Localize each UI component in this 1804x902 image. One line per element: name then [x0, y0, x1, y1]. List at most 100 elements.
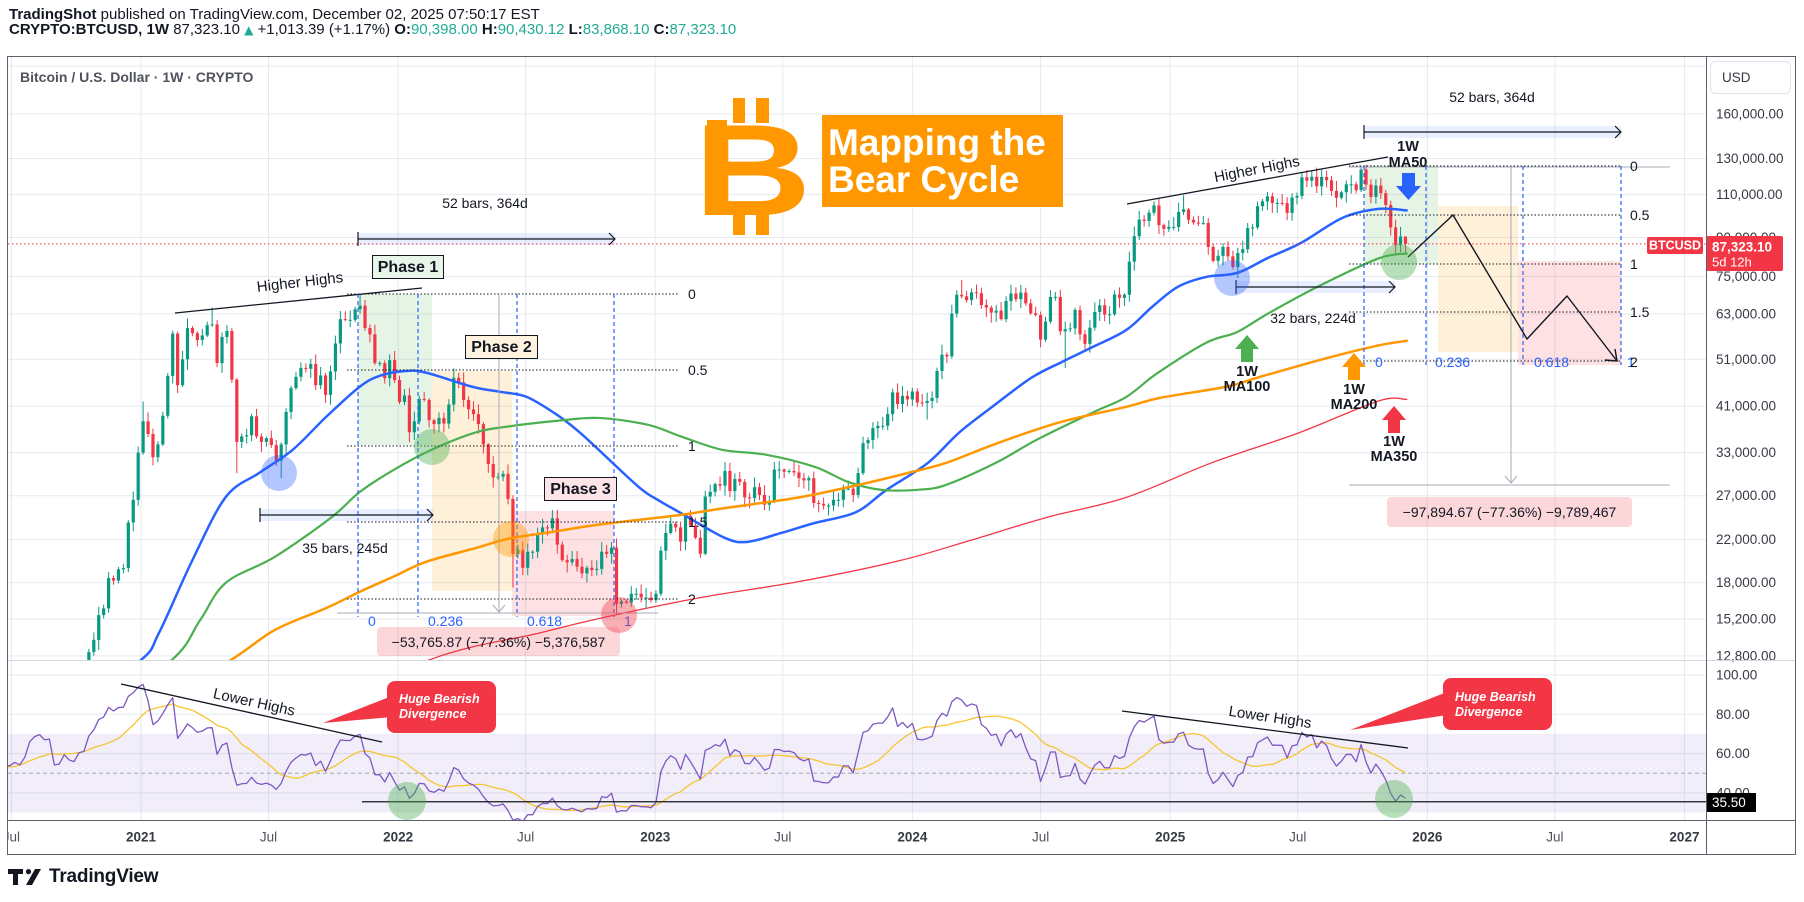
rsi-axis-label: 80.00 [1716, 707, 1750, 722]
grid-lines [8, 57, 1706, 820]
candle [427, 398, 431, 428]
candle [1300, 172, 1304, 200]
price-axis[interactable] [1707, 57, 1795, 854]
callout-line-2: Divergence [1455, 705, 1522, 719]
candle [447, 399, 451, 429]
rsi-value-marker [1706, 793, 1756, 812]
candle [787, 468, 791, 474]
candle [373, 324, 377, 366]
candle [915, 388, 919, 408]
author-link[interactable]: TradingShot [9, 6, 97, 23]
candle [299, 362, 303, 382]
candle [363, 299, 367, 331]
fib-time-label: 0.618 [527, 613, 562, 629]
candle [259, 433, 264, 453]
price-axis-label: 110,000.00 [1716, 187, 1783, 202]
callout-box [387, 681, 496, 733]
candle [437, 412, 441, 433]
arrow-up-icon [1382, 406, 1406, 433]
candle [861, 436, 865, 476]
symbol-name: CRYPTO:BTCUSD, 1W [9, 21, 170, 38]
candle [348, 310, 352, 328]
ma50-label-tf: 1W [1397, 139, 1419, 155]
candle [1014, 287, 1018, 302]
ma100-touch-marker [1381, 244, 1417, 280]
candle [836, 492, 841, 507]
candle [1137, 210, 1141, 241]
candle [1043, 316, 1048, 342]
candle [87, 648, 91, 660]
candle [905, 390, 910, 407]
candle [831, 489, 836, 512]
candle [210, 307, 214, 327]
ma100-label-name: MA100 [1224, 379, 1271, 395]
candle [1068, 322, 1072, 333]
bitcoin-logo-serif [707, 120, 727, 132]
price-axis-label: 160,000.00 [1716, 107, 1784, 122]
candle [1034, 306, 1038, 317]
candle [797, 464, 801, 488]
tradingview-branding[interactable]: TradingView [8, 866, 159, 888]
time-axis[interactable] [8, 821, 1706, 854]
price-axis-label: 15,200.00 [1716, 612, 1776, 627]
candle [1379, 178, 1383, 200]
candle [254, 408, 259, 439]
candle [264, 436, 268, 447]
candle [1181, 195, 1186, 216]
candle [674, 521, 678, 532]
projection-zigzag [1407, 214, 1618, 362]
candle [432, 418, 436, 434]
candle [595, 560, 599, 576]
cycle-2021-drawings: Higher Highs 0 0.5 1 1.5 2 0 0.236 [174, 195, 708, 656]
candle [402, 389, 407, 406]
ma200-label-name: MA200 [1331, 397, 1378, 413]
candle [1083, 329, 1087, 351]
candle [812, 471, 816, 508]
candle [180, 350, 185, 387]
time-axis-label: Jul [774, 830, 791, 845]
candle [289, 385, 293, 420]
candle [965, 290, 969, 303]
candle [619, 599, 624, 608]
candle [738, 472, 742, 486]
candle [1359, 165, 1363, 192]
time-axis-labels: Jul 2021 Jul 2022 Jul 2023 Jul 2024 Jul 2025 Jul 20… [8, 830, 1699, 845]
candle [176, 331, 180, 394]
phase3-label-box [544, 477, 617, 501]
candle [309, 358, 313, 379]
candle [452, 368, 456, 412]
currency-button[interactable] [1710, 61, 1791, 94]
candle [1201, 216, 1205, 225]
candle [151, 428, 155, 466]
rsi-pane[interactable] [8, 661, 1706, 820]
candle [1053, 292, 1057, 301]
candle [486, 443, 490, 473]
tradingview-logo-text: TradingView [49, 866, 159, 887]
candle [121, 564, 125, 574]
candle [1103, 298, 1107, 322]
time-axis-label: 2024 [897, 830, 928, 845]
lower-highs-trendline-left [120, 683, 383, 743]
candle [881, 416, 885, 430]
candle [116, 567, 121, 584]
candle [383, 360, 387, 384]
candle [126, 520, 130, 573]
candle [1255, 201, 1260, 230]
fib-time-label: 0.236 [1435, 354, 1470, 370]
candle [294, 372, 298, 390]
candle [644, 587, 648, 609]
candle [501, 470, 505, 482]
candle [1009, 284, 1013, 311]
candle [106, 572, 111, 613]
candle [792, 461, 796, 477]
phase1-label-box [372, 255, 444, 279]
candle [1186, 207, 1191, 225]
higher-highs-trendline-2021 [174, 287, 423, 314]
candle [1058, 289, 1062, 336]
ma350-label: 1W MA350 [1371, 406, 1418, 465]
candle [358, 294, 362, 314]
ohlc-low-value: 83,868.10 [582, 21, 650, 38]
ma350-label-name: MA350 [1371, 449, 1418, 465]
candle [989, 305, 993, 323]
price-axis-label: 51,000.00 [1716, 352, 1776, 367]
